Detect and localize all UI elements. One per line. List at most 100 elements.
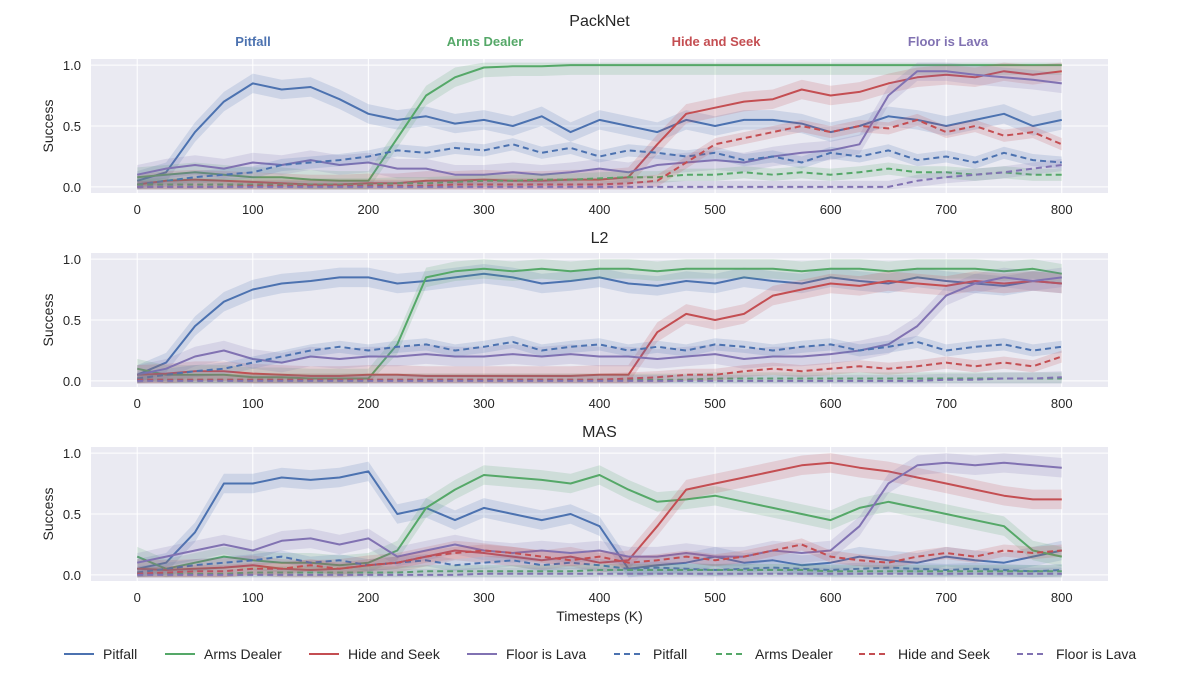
legend-label: Hide and Seek <box>898 646 991 662</box>
task-header-arms-dealer: Arms Dealer <box>447 34 524 49</box>
x-tick-label: 100 <box>242 396 264 411</box>
x-tick-label: 0 <box>134 590 141 605</box>
series-line-hide-and-seek-solid <box>137 461 1062 571</box>
x-tick-label: 300 <box>473 396 495 411</box>
series-line-arms-dealer-dashed <box>137 167 1062 186</box>
x-tick-label: 800 <box>1051 396 1073 411</box>
x-tick-label: 600 <box>820 590 842 605</box>
series-band-floor-is-lava-solid <box>137 62 1062 185</box>
series-line-arms-dealer-solid <box>137 64 1062 182</box>
x-tick-label: 500 <box>704 590 726 605</box>
series-line-hide-and-seek-dashed <box>137 118 1063 188</box>
task-header-floor-is-lava: Floor is Lava <box>908 34 989 49</box>
series-line-pitfall-solid <box>136 82 1063 182</box>
x-tick-label: 800 <box>1051 590 1073 605</box>
legend-label: Pitfall <box>103 646 137 662</box>
series-band-floor-is-lava-dashed <box>137 158 1062 190</box>
series-line-floor-is-lava-dashed <box>137 572 1062 576</box>
series-band-pitfall-solid <box>137 263 1062 384</box>
legend-label: Arms Dealer <box>204 646 282 662</box>
x-tick-label: 400 <box>589 396 611 411</box>
x-tick-label: 200 <box>358 396 380 411</box>
legend-item: Pitfall <box>64 646 137 662</box>
panel-packnet: PackNet 0 100 200 300 400 500 600 700 800 0.0 0.5 1.… <box>40 13 1108 217</box>
x-tick-label: 200 <box>358 202 380 217</box>
x-tick-label: 300 <box>473 590 495 605</box>
series-band-floor-is-lava-dashed <box>137 567 1062 578</box>
series-band-hide-and-seek-solid <box>137 453 1062 578</box>
x-tick-label: 300 <box>473 202 495 217</box>
x-tick-label: 100 <box>242 202 264 217</box>
y-tick-label: 0.0 <box>63 374 81 389</box>
task-header-hide-and-seek: Hide and Seek <box>672 34 762 49</box>
y-tick-label: 0.5 <box>63 119 81 134</box>
y-axis-label: Success <box>40 488 56 541</box>
legend-item: Hide and Seek <box>859 646 991 662</box>
panel-title: PackNet <box>569 13 630 30</box>
series-line-hide-and-seek-dashed <box>137 355 1063 381</box>
series-band-pitfall-solid <box>137 461 1062 578</box>
x-tick-label: 500 <box>704 202 726 217</box>
series-band-hide-and-seek-dashed <box>137 350 1062 384</box>
series-band-arms-dealer-solid <box>137 62 1062 190</box>
x-tick-label: 700 <box>935 202 957 217</box>
x-axis-label: Timesteps (K) <box>556 608 643 624</box>
task-header-pitfall: Pitfall <box>235 34 270 49</box>
x-tick-label: 0 <box>134 202 141 217</box>
legend-item: Arms Dealer <box>716 646 833 662</box>
x-tick-label: 100 <box>242 590 264 605</box>
x-tick-label: 600 <box>820 202 842 217</box>
y-axis-label: Success <box>40 100 56 153</box>
series-line-hide-and-seek-dashed <box>137 543 1062 575</box>
panel-title: L2 <box>591 230 609 247</box>
series-line-pitfall-dashed <box>137 143 1062 186</box>
x-tick-label: 700 <box>935 396 957 411</box>
legend-item: Pitfall <box>614 646 687 662</box>
series-band-arms-dealer-dashed <box>137 162 1062 190</box>
legend-item: Floor is Lava <box>1017 646 1136 662</box>
series-band-hide-and-seek-dashed <box>137 538 1062 578</box>
legend-label: Hide and Seek <box>348 646 441 662</box>
legend-item: Arms Dealer <box>165 646 282 662</box>
series-line-floor-is-lava-dashed <box>137 376 1062 382</box>
series-line-hide-and-seek-solid <box>137 280 1062 377</box>
series-band-floor-is-lava-solid <box>137 453 1062 573</box>
series-line-pitfall-dashed <box>137 340 1062 380</box>
series-line-arms-dealer-solid <box>136 267 1062 380</box>
legend-item: Floor is Lava <box>467 646 586 662</box>
x-tick-label: 800 <box>1051 202 1073 217</box>
series-line-arms-dealer-dashed <box>137 569 1062 575</box>
y-tick-label: 0.0 <box>63 568 81 583</box>
series-line-floor-is-lava-solid <box>136 461 1062 564</box>
x-tick-label: 400 <box>589 590 611 605</box>
legend-label: Pitfall <box>653 646 687 662</box>
series-band-pitfall-dashed <box>137 138 1062 190</box>
y-tick-label: 1.0 <box>63 446 81 461</box>
legend-item: Hide and Seek <box>309 646 441 662</box>
y-tick-label: 0.5 <box>63 507 81 522</box>
y-tick-label: 0.0 <box>63 180 81 195</box>
series-line-floor-is-lava-solid <box>136 276 1062 376</box>
series-line-arms-dealer-solid <box>136 474 1063 570</box>
x-tick-label: 200 <box>358 590 380 605</box>
panel-title: MAS <box>582 424 617 441</box>
legend-label: Floor is Lava <box>506 646 586 662</box>
panel-mas: MAS 0 100 200 300 400 500 600 700 800 0.0 0.5 1.0 Suc… <box>40 424 1108 624</box>
series-line-floor-is-lava-dashed <box>137 164 1062 188</box>
legend-label: Floor is Lava <box>1056 646 1136 662</box>
x-tick-label: 500 <box>704 396 726 411</box>
x-tick-label: 0 <box>134 396 141 411</box>
series-band-pitfall-dashed <box>137 335 1062 384</box>
series-line-pitfall-solid <box>136 272 1062 376</box>
series-line-pitfall-solid <box>136 470 1063 570</box>
panel-l2: L2 0 100 200 300 400 500 600 700 800 0.0 0.5 1.0 Succ… <box>40 230 1108 411</box>
series-band-hide-and-seek-solid <box>137 62 1062 190</box>
legend-label: Arms Dealer <box>755 646 833 662</box>
series-line-pitfall-dashed <box>137 555 1062 574</box>
x-tick-label: 700 <box>935 590 957 605</box>
series-band-hide-and-seek-dashed <box>137 113 1062 190</box>
y-tick-label: 1.0 <box>63 252 81 267</box>
y-tick-label: 0.5 <box>63 313 81 328</box>
x-tick-label: 600 <box>820 396 842 411</box>
